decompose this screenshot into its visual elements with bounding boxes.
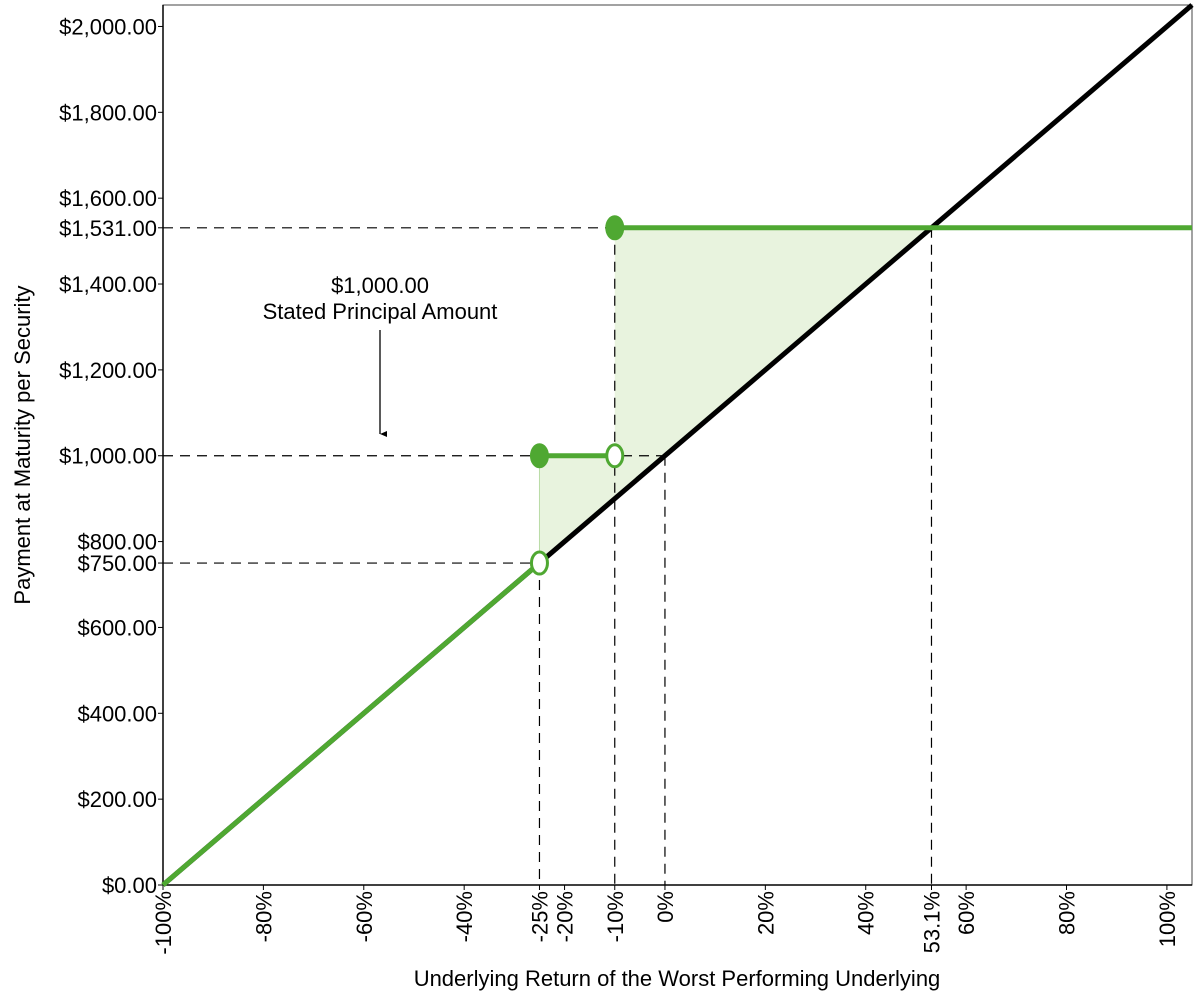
y-tick-label: $2,000.00 (59, 14, 157, 39)
x-tick-label: 60% (954, 891, 979, 935)
y-tick-label: $1,600.00 (59, 186, 157, 211)
x-axis-title: Underlying Return of the Worst Performin… (414, 966, 941, 991)
x-tick-label: 40% (854, 891, 879, 935)
x-tick-label: -20% (553, 891, 578, 942)
x-tick-label: 20% (753, 891, 778, 935)
x-tick-label: -10% (603, 891, 628, 942)
filled-marker (529, 443, 549, 469)
y-tick-label: $1,400.00 (59, 272, 157, 297)
annotation: Stated Principal Amount (263, 299, 498, 324)
y-tick-label: $1,000.00 (59, 444, 157, 469)
x-tick-label: -100% (151, 891, 176, 955)
y-axis-title: Payment at Maturity per Security (10, 285, 35, 604)
x-tick-label: 100% (1155, 891, 1180, 947)
x-tick-label: -40% (452, 891, 477, 942)
series-line (161, 225, 1192, 887)
y-tick-label: $600.00 (77, 615, 157, 640)
y-tick-label: $1,200.00 (59, 358, 157, 383)
y-tick-label: $1,800.00 (59, 100, 157, 125)
open-marker (529, 550, 549, 576)
y-tick-label: $0.00 (102, 873, 157, 898)
y-tick-label: $400.00 (77, 701, 157, 726)
y-tick-label: $1,531.00 (59, 216, 157, 241)
open-marker (605, 443, 625, 469)
filled-marker (605, 215, 625, 241)
annotation: $1,000.00 (331, 273, 429, 298)
x-tick-label: -25% (527, 891, 552, 942)
y-tick-label: $200.00 (77, 787, 157, 812)
x-tick-label: -60% (352, 891, 377, 942)
y-tick-label: $750.00 (77, 551, 157, 576)
y-tick-label: $800.00 (77, 530, 157, 555)
x-tick-label: -80% (251, 891, 276, 942)
x-tick-label: 53.1% (919, 891, 944, 953)
x-tick-label: 80% (1055, 891, 1080, 935)
x-tick-label: 0% (653, 891, 678, 923)
